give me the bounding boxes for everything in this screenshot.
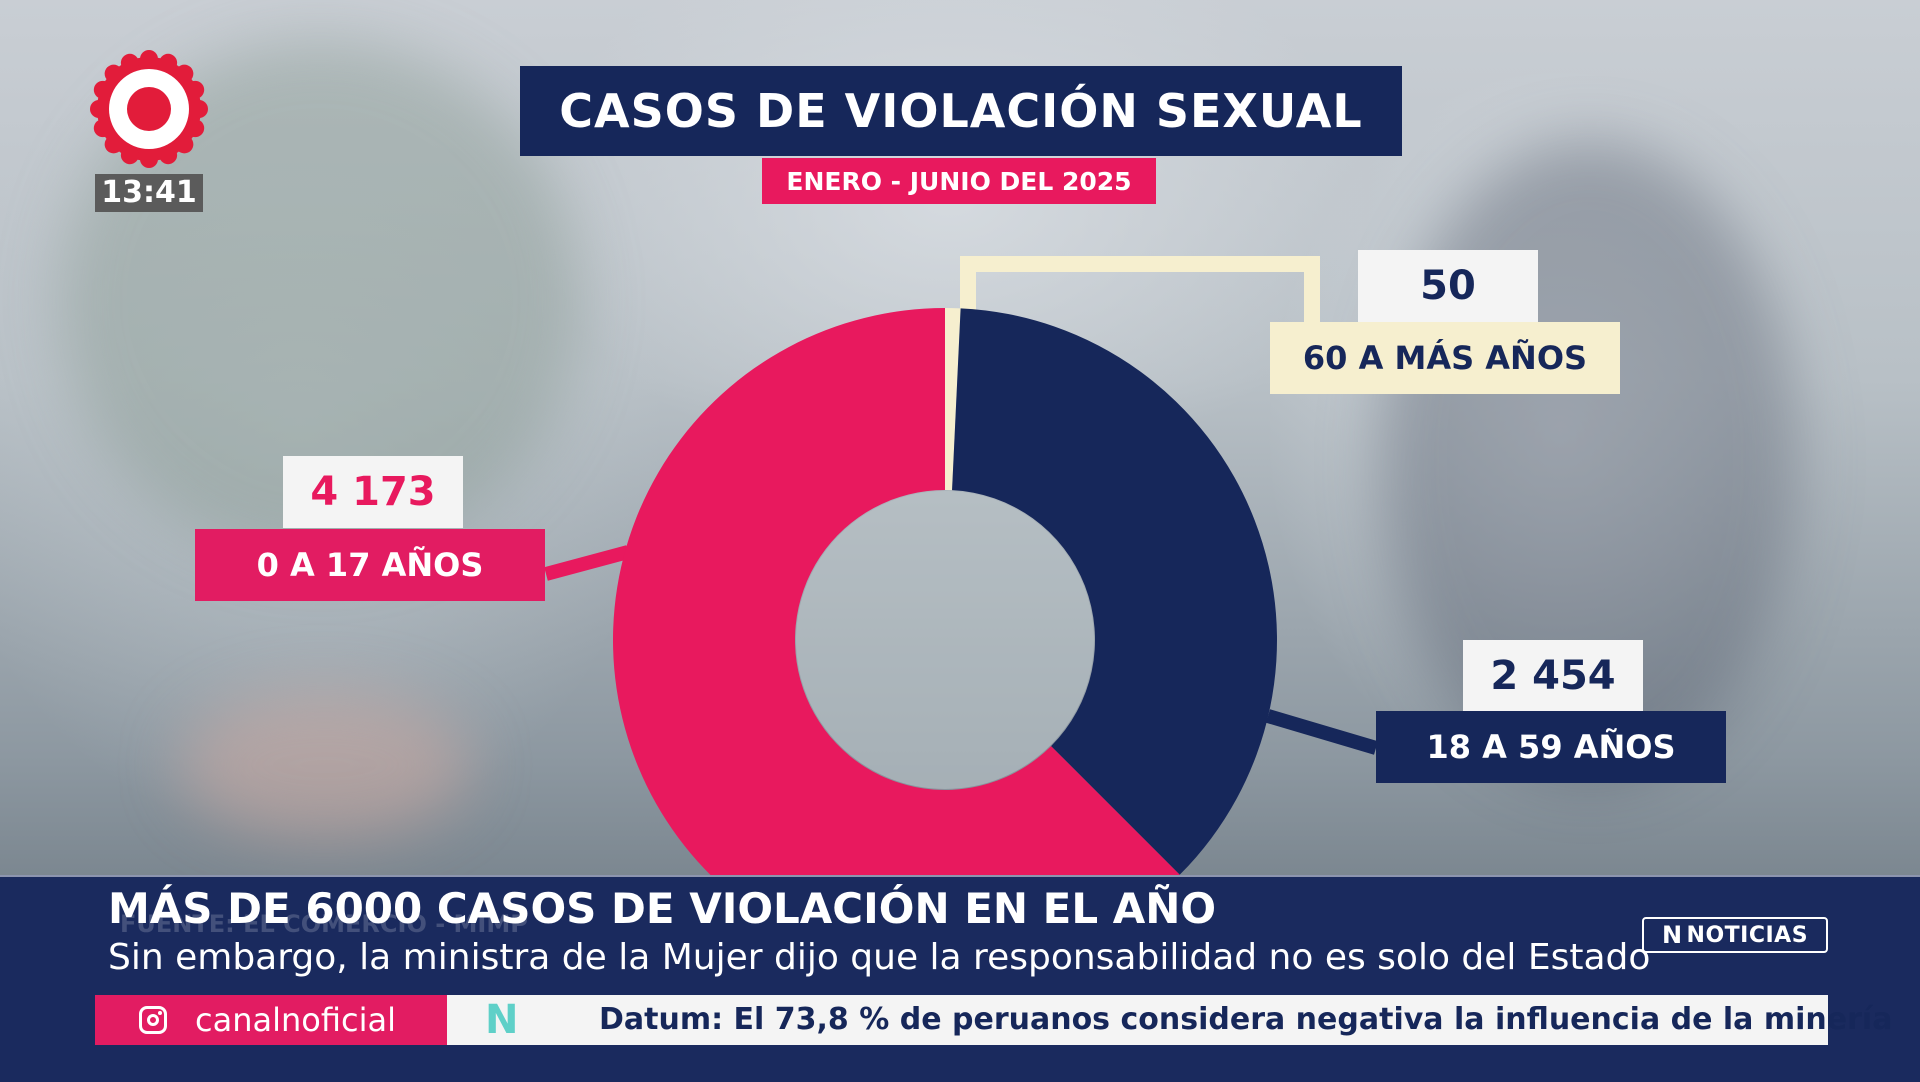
deck-text: Sin embargo, la ministra de la Mujer dij…: [108, 937, 1651, 978]
donut-chart: [544, 256, 1378, 880]
social-handle[interactable]: canalnoficial: [95, 995, 447, 1045]
donut-slice-2: [613, 308, 1180, 880]
leader-line-60-plus: [960, 256, 1320, 322]
headline: MÁS DE 6000 CASOS DE VIOLACIÓN EN EL AÑO: [108, 884, 1217, 933]
value-label-60-plus: 50: [1358, 250, 1538, 322]
leader-line-0-17: [544, 545, 630, 581]
category-label-18-59: 18 A 59 AÑOS: [1376, 711, 1726, 783]
value-label-18-59: 2 454: [1463, 640, 1643, 712]
donut-slice-0: [945, 308, 961, 491]
brand-badge: N NOTICIAS: [1642, 917, 1828, 953]
category-label-0-17: 0 A 17 AÑOS: [195, 529, 545, 601]
lower-third: [0, 875, 1920, 1082]
ticker-n-icon: N: [485, 997, 519, 1043]
social-handle-text: canalnoficial: [195, 1001, 396, 1039]
category-label-60-plus: 60 A MÁS AÑOS: [1270, 322, 1620, 394]
source-credit: FUENTE: EL COMERCIO - MIMP: [120, 910, 528, 938]
channel-logo: [90, 50, 208, 168]
clock: 13:41: [95, 174, 203, 212]
channel-logo-icon: [90, 50, 208, 168]
value-label-0-17: 4 173: [283, 456, 463, 528]
instagram-icon: [139, 1006, 167, 1034]
donut-hole: [796, 491, 1094, 789]
chart-subtitle: ENERO - JUNIO DEL 2025: [762, 158, 1156, 204]
donut-slice-1: [952, 308, 1277, 875]
leader-line-18-59: [1266, 709, 1378, 755]
brand-name: NOTICIAS: [1686, 922, 1809, 948]
news-ticker: canalnoficial N Datum: El 73,8 % de peru…: [95, 995, 1892, 1045]
background-hand: [180, 690, 470, 840]
chart-title: CASOS DE VIOLACIÓN SEXUAL: [520, 66, 1402, 156]
ticker-text: Datum: El 73,8 % de peruanos considera n…: [599, 1002, 1893, 1037]
n-logo-icon: N: [1661, 921, 1683, 949]
